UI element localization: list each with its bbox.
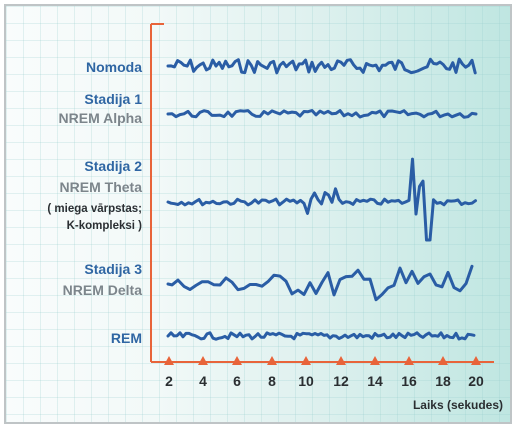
wave-nomoda	[166, 57, 477, 75]
x-tick-label: 6	[233, 373, 241, 389]
x-tick-marker	[198, 356, 208, 365]
x-tick-label: 18	[435, 373, 451, 389]
label-note-line2: K-kompleksi )	[67, 220, 143, 232]
x-tick-marker	[438, 356, 448, 365]
label-nrem-delta: NREM Delta	[63, 282, 143, 298]
x-tick-label: 2	[165, 373, 173, 389]
x-tick-label: 20	[468, 373, 484, 389]
label-stadija2: Stadija 2	[84, 158, 142, 174]
x-tick-marker	[164, 356, 174, 365]
wave-stage3	[166, 264, 474, 302]
x-tick-label: 14	[367, 373, 383, 389]
label-stadija3: Stadija 3	[84, 261, 142, 277]
x-tick-marker	[336, 356, 346, 365]
diagram-frame: Nomoda Stadija 1 NREM Alpha Stadija 2 NR…	[4, 4, 512, 424]
wave-stage2	[166, 157, 477, 242]
x-tick-label: 12	[333, 373, 349, 389]
x-tick-label: 8	[268, 373, 276, 389]
label-nomoda: Nomoda	[86, 59, 142, 75]
x-tick-marker	[471, 356, 481, 365]
label-nrem-alpha: NREM Alpha	[59, 110, 143, 126]
label-rem: REM	[111, 330, 142, 346]
x-tick-marker	[301, 356, 311, 365]
wave-stage1	[166, 109, 478, 119]
eeg-chart: Nomoda Stadija 1 NREM Alpha Stadija 2 NR…	[47, 23, 503, 412]
x-tick-label: 16	[401, 373, 417, 389]
label-nrem-theta: NREM Theta	[60, 179, 143, 195]
x-tick-marker	[370, 356, 380, 365]
x-axis-title: Laiks (sekudes)	[413, 398, 503, 412]
x-tick-marker	[232, 356, 242, 365]
x-tick-marker	[267, 356, 277, 365]
label-stadija1: Stadija 1	[84, 91, 142, 107]
x-tick-label: 4	[199, 373, 207, 389]
x-tick-label: 10	[298, 373, 314, 389]
wave-rem	[166, 331, 476, 341]
label-note-line1: ( miega vārpstas;	[47, 203, 142, 215]
x-tick-marker	[404, 356, 414, 365]
x-tick-markers	[164, 356, 481, 365]
